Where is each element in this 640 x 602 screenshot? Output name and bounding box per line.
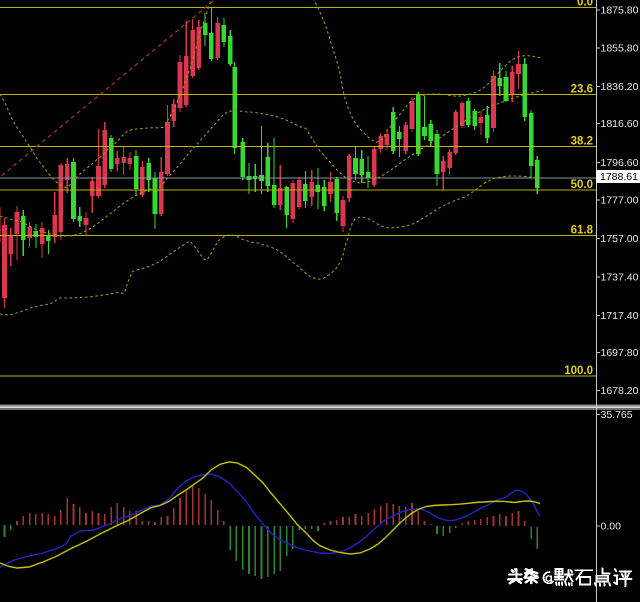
svg-text:1697.80: 1697.80 (601, 347, 639, 359)
svg-text:1796.60: 1796.60 (601, 157, 639, 169)
svg-text:0.0: 0.0 (577, 0, 593, 8)
svg-text:1836.20: 1836.20 (601, 81, 639, 93)
svg-text:1757.00: 1757.00 (601, 233, 639, 245)
svg-text:1855.80: 1855.80 (601, 43, 639, 55)
svg-text:38.2: 38.2 (571, 135, 593, 147)
svg-text:1777.00: 1777.00 (601, 195, 639, 207)
svg-text:1788.61: 1788.61 (600, 171, 638, 183)
svg-text:35.765: 35.765 (601, 409, 633, 421)
svg-text:1816.60: 1816.60 (601, 118, 639, 130)
svg-text:1737.40: 1737.40 (601, 272, 639, 284)
svg-text:1678.20: 1678.20 (601, 385, 639, 397)
svg-text:1875.80: 1875.80 (601, 5, 639, 17)
svg-text:1717.40: 1717.40 (601, 310, 639, 322)
svg-text:61.8: 61.8 (571, 224, 594, 236)
svg-text:23.6: 23.6 (571, 83, 593, 95)
svg-text:0.00: 0.00 (601, 521, 622, 533)
svg-text:50.0: 50.0 (571, 179, 593, 191)
svg-text:100.0: 100.0 (564, 365, 593, 377)
